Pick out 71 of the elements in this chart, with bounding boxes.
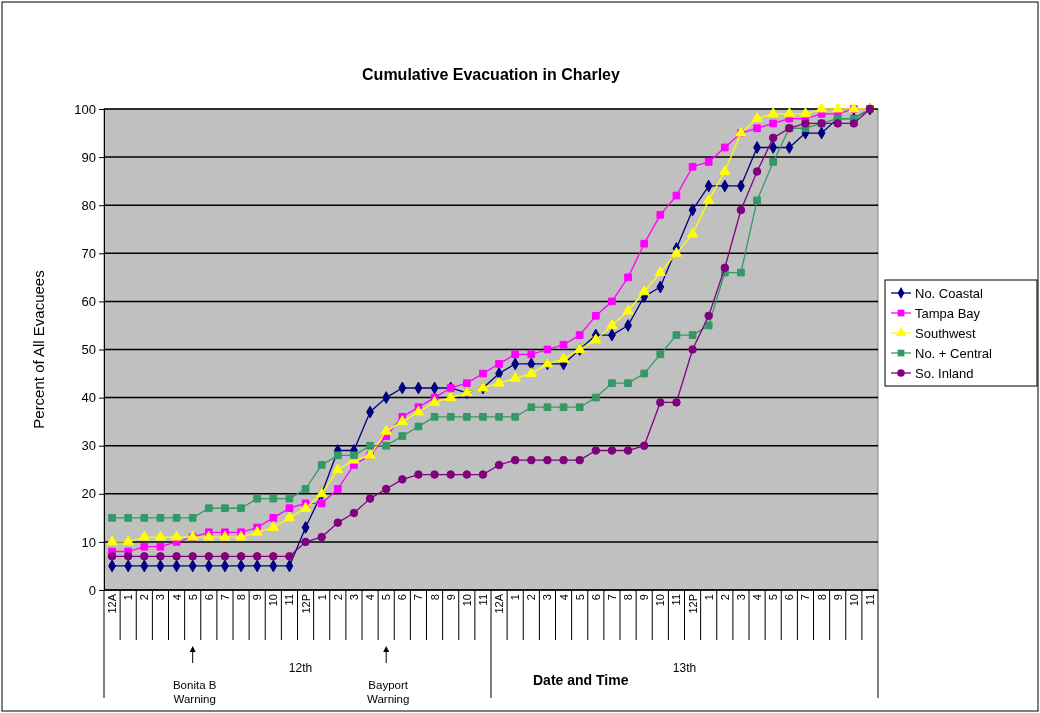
x-tick-label: 2 [138, 594, 151, 601]
text: Bonita B Warning [172, 679, 217, 705]
x-tick-label: 10 [654, 594, 667, 607]
x-tick-label: 3 [154, 594, 167, 601]
x-tick-label: 7 [218, 594, 231, 601]
y-tick-label: 100 [74, 101, 96, 117]
legend-label: Southwest [915, 325, 977, 341]
x-tick-label: 8 [815, 594, 828, 601]
x-axis-title: Date and Time [533, 672, 629, 688]
x-tick-label: 4 [170, 594, 183, 601]
x-tick-label: 8 [622, 594, 635, 601]
x-tick-label: 11 [863, 594, 876, 606]
y-tick-label: 40 [81, 390, 96, 406]
x-tick-label: 4 [364, 594, 377, 601]
x-tick-label: 12P [686, 594, 699, 614]
x-tick-label: 10 [847, 594, 860, 607]
text: 13th [672, 661, 697, 675]
x-tick-label: 7 [799, 594, 812, 601]
x-tick-label: 7 [605, 594, 618, 601]
x-tick-label: 5 [380, 594, 393, 601]
x-tick-label: 6 [783, 594, 796, 601]
x-tick-label: 1 [315, 594, 328, 601]
legend-label: So. Inland [915, 365, 974, 381]
x-tick-label: 5 [186, 594, 199, 601]
x-tick-label: 10 [267, 594, 280, 607]
y-tick-label: 30 [81, 438, 96, 454]
x-tick-label: 5 [573, 594, 586, 601]
x-tick-label: 8 [235, 594, 248, 601]
x-tick-label: 10 [460, 594, 473, 607]
x-tick-label: 12A [106, 593, 119, 614]
y-tick-label: 20 [81, 486, 96, 502]
y-axis-title: Percent of All Evacuees [30, 270, 47, 429]
x-tick-label: 2 [718, 594, 731, 601]
legend-label: No. Coastal [915, 285, 984, 301]
x-tick-label: 9 [831, 594, 844, 601]
x-tick-label: 2 [331, 594, 344, 601]
y-tick-label: 10 [81, 534, 96, 550]
legend-label: No. + Central [915, 345, 993, 361]
x-tick-label: 12P [299, 594, 312, 614]
x-tick-label: 8 [428, 594, 441, 601]
x-tick-label: 1 [122, 594, 135, 601]
x-tick-label: 9 [251, 594, 264, 601]
legend-label: Tampa Bay [915, 305, 981, 321]
y-tick-label: 0 [88, 582, 96, 598]
x-tick-label: 1 [702, 594, 715, 601]
x-tick-label: 6 [202, 594, 215, 601]
x-tick-label: 11 [283, 594, 296, 606]
x-tick-label: 4 [557, 594, 570, 601]
x-tick-label: 11 [476, 594, 489, 606]
x-tick-label: 6 [589, 594, 602, 601]
x-tick-label: 6 [396, 594, 409, 601]
x-tick-label: 3 [541, 594, 554, 601]
y-tick-label: 50 [81, 342, 96, 358]
x-tick-label: 3 [734, 594, 747, 601]
x-tick-label: 1 [509, 594, 522, 601]
y-tick-label: 60 [81, 294, 96, 310]
x-tick-label: 5 [767, 594, 780, 601]
x-tick-label: 7 [412, 594, 425, 601]
x-tick-label: 3 [347, 594, 360, 601]
x-tick-label: 11 [670, 594, 683, 606]
y-tick-label: 90 [81, 149, 96, 165]
chart-title: Cumulative Evacuation in Charley [362, 66, 621, 83]
x-tick-label: 9 [638, 594, 651, 601]
text: Bayport Warning [366, 679, 410, 705]
x-tick-label: 12A [493, 593, 506, 614]
y-tick-label: 70 [81, 245, 96, 261]
x-tick-label: 2 [525, 594, 538, 601]
text: 12th [288, 661, 313, 675]
x-tick-label: 4 [751, 594, 764, 601]
y-tick-label: 80 [81, 197, 96, 213]
x-tick-label: 9 [444, 594, 457, 601]
